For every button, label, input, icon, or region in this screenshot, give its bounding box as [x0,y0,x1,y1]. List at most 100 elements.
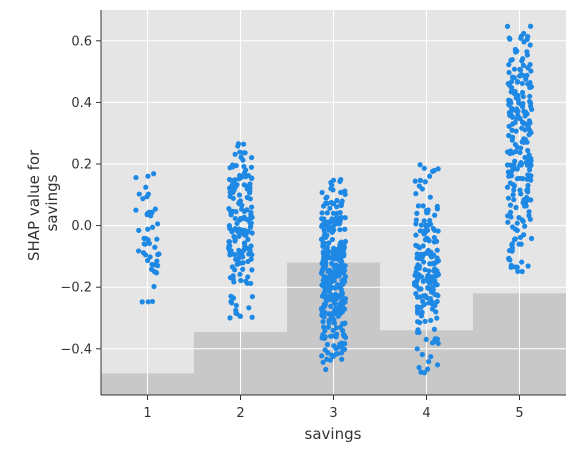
data-point [521,94,526,99]
data-point [233,152,238,157]
data-point [528,62,533,67]
data-point [327,320,332,325]
data-point [432,261,437,266]
data-point [247,185,252,190]
data-point [331,343,336,348]
data-point [234,303,239,308]
data-point [515,221,520,226]
data-point [237,272,242,277]
data-point [237,192,242,197]
data-point [240,267,245,272]
data-point [522,224,527,229]
data-point [332,278,337,283]
data-point [319,283,324,288]
data-point [435,248,440,253]
data-point [528,217,533,222]
data-point [425,367,430,372]
data-point [529,107,534,112]
data-point [248,281,253,286]
data-point [322,244,327,249]
data-point [510,88,515,93]
data-point [249,204,254,209]
data-point [525,148,530,153]
data-point [137,191,142,196]
data-point [515,166,520,171]
data-point [153,206,158,211]
data-point [136,228,141,233]
data-point [528,197,533,202]
data-point [511,162,516,167]
data-point [424,337,429,342]
data-point [340,292,345,297]
data-point [338,305,343,310]
data-point [328,304,333,309]
data-point [245,195,250,200]
data-point [426,223,431,228]
data-point [230,264,235,269]
data-point [520,81,525,86]
data-point [238,231,243,236]
data-point [329,200,334,205]
data-point [425,210,430,215]
data-point [323,274,328,279]
data-point [341,264,346,269]
data-point [430,300,435,305]
data-point [508,180,513,185]
data-point [528,101,533,106]
data-point [233,216,238,221]
data-point [518,235,523,240]
data-point [435,299,440,304]
y-axis-label: SHAP value for savings [25,145,61,261]
data-point [515,80,520,85]
data-point [335,264,340,269]
data-point [249,155,254,160]
data-point [238,175,243,180]
data-point [250,315,255,320]
data-point [428,250,433,255]
data-point [416,365,421,370]
data-point [507,35,512,40]
data-point [512,67,517,72]
data-point [323,367,328,372]
data-point [245,274,250,279]
data-point [522,127,527,132]
data-point [231,296,236,301]
data-point [511,187,516,192]
data-point [154,237,159,242]
data-point [321,324,326,329]
data-point [243,231,248,236]
data-point [154,258,159,263]
data-point [523,121,528,126]
data-point [517,67,522,72]
data-point [422,166,427,171]
data-point [510,57,515,62]
data-point [509,128,514,133]
data-point [426,359,431,364]
data-point [321,309,326,314]
data-point [326,240,331,245]
data-point [434,316,439,321]
data-point [156,251,161,256]
data-point [146,299,151,304]
data-point [148,254,153,259]
data-point [231,273,236,278]
data-point [340,282,345,287]
data-point [235,143,240,148]
data-point [339,259,344,264]
data-point [414,211,419,216]
data-point [519,259,524,264]
data-point [528,156,533,161]
data-point [325,210,330,215]
data-point [522,203,527,208]
data-point [331,269,336,274]
data-point [505,185,510,190]
data-point [515,269,520,274]
data-point [319,353,324,358]
data-point [512,75,517,80]
data-point [229,300,234,305]
data-point [415,304,420,309]
data-point [428,318,433,323]
data-point [149,267,154,272]
data-point [436,166,441,171]
data-point [341,333,346,338]
